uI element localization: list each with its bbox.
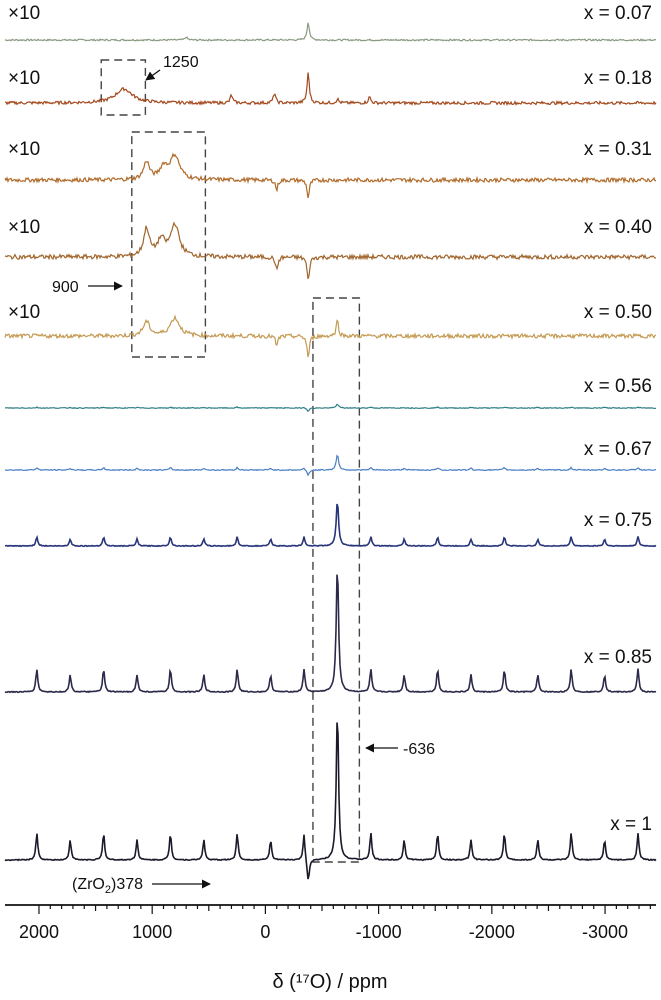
series-label: x = 0.50: [584, 302, 652, 323]
series-label: x = 0.67: [584, 439, 652, 460]
scale-factor-label: ×10: [8, 139, 40, 160]
annotation-zro2-378: (ZrO2)378: [72, 876, 143, 896]
x-tick-label: -1000: [356, 922, 402, 942]
spectrum-trace: [4, 722, 657, 880]
series-label: x = 1: [610, 814, 652, 835]
series-label: x = 0.85: [584, 647, 652, 668]
spectra-traces: [4, 22, 657, 880]
scale-factor-label: ×10: [8, 302, 40, 323]
spectrum-trace: [4, 152, 656, 199]
dashed-boxes: [100, 59, 361, 863]
spectrum-trace: [4, 72, 657, 107]
series-label: x = 0.75: [584, 510, 652, 531]
dashed-box-636: [312, 297, 361, 863]
annotation-900: 900: [52, 279, 79, 296]
spectrum-trace: [4, 22, 657, 42]
scale-factor-label: ×10: [8, 68, 40, 89]
series-label: x = 0.18: [584, 68, 652, 89]
spectrum-trace: [5, 403, 657, 413]
spectrum-trace: [4, 574, 657, 694]
spectrum-trace: [5, 503, 657, 548]
spectrum-trace: [4, 221, 657, 279]
dashed-box-1250: [100, 59, 147, 116]
x-tick-label: -2000: [469, 922, 515, 942]
x-tick-label: -3000: [582, 922, 628, 942]
annotation-636: -636: [403, 741, 435, 758]
x-axis-label: δ (¹⁷O) / ppm: [272, 971, 387, 993]
x-tick-label: 1000: [132, 922, 172, 942]
spectrum-trace: [4, 314, 657, 358]
x-tick-label: 2000: [19, 922, 59, 942]
spectrum-trace: [4, 454, 656, 477]
annotation-arrows: [88, 69, 398, 889]
arrow-1250: [145, 69, 161, 81]
dashed-box-900: [131, 131, 207, 358]
scale-factor-label: ×10: [8, 217, 40, 238]
series-label: x = 0.07: [584, 3, 652, 24]
series-label: x = 0.31: [584, 139, 652, 160]
annotations: 1250 900 -636 (ZrO2)378: [52, 54, 435, 896]
annotation-1250: 1250: [163, 54, 199, 71]
trace-labels: x = 0.07 ×10 x = 0.18 ×10 x = 0.31 ×10 x = 0.4…: [8, 3, 652, 835]
x-axis: 2000 1000 0 -1000 -2000 -3000: [5, 904, 656, 942]
series-label: x = 0.40: [584, 217, 652, 238]
x-tick-label: 0: [260, 922, 270, 942]
series-label: x = 0.56: [584, 376, 652, 397]
scale-factor-label: ×10: [8, 3, 40, 24]
